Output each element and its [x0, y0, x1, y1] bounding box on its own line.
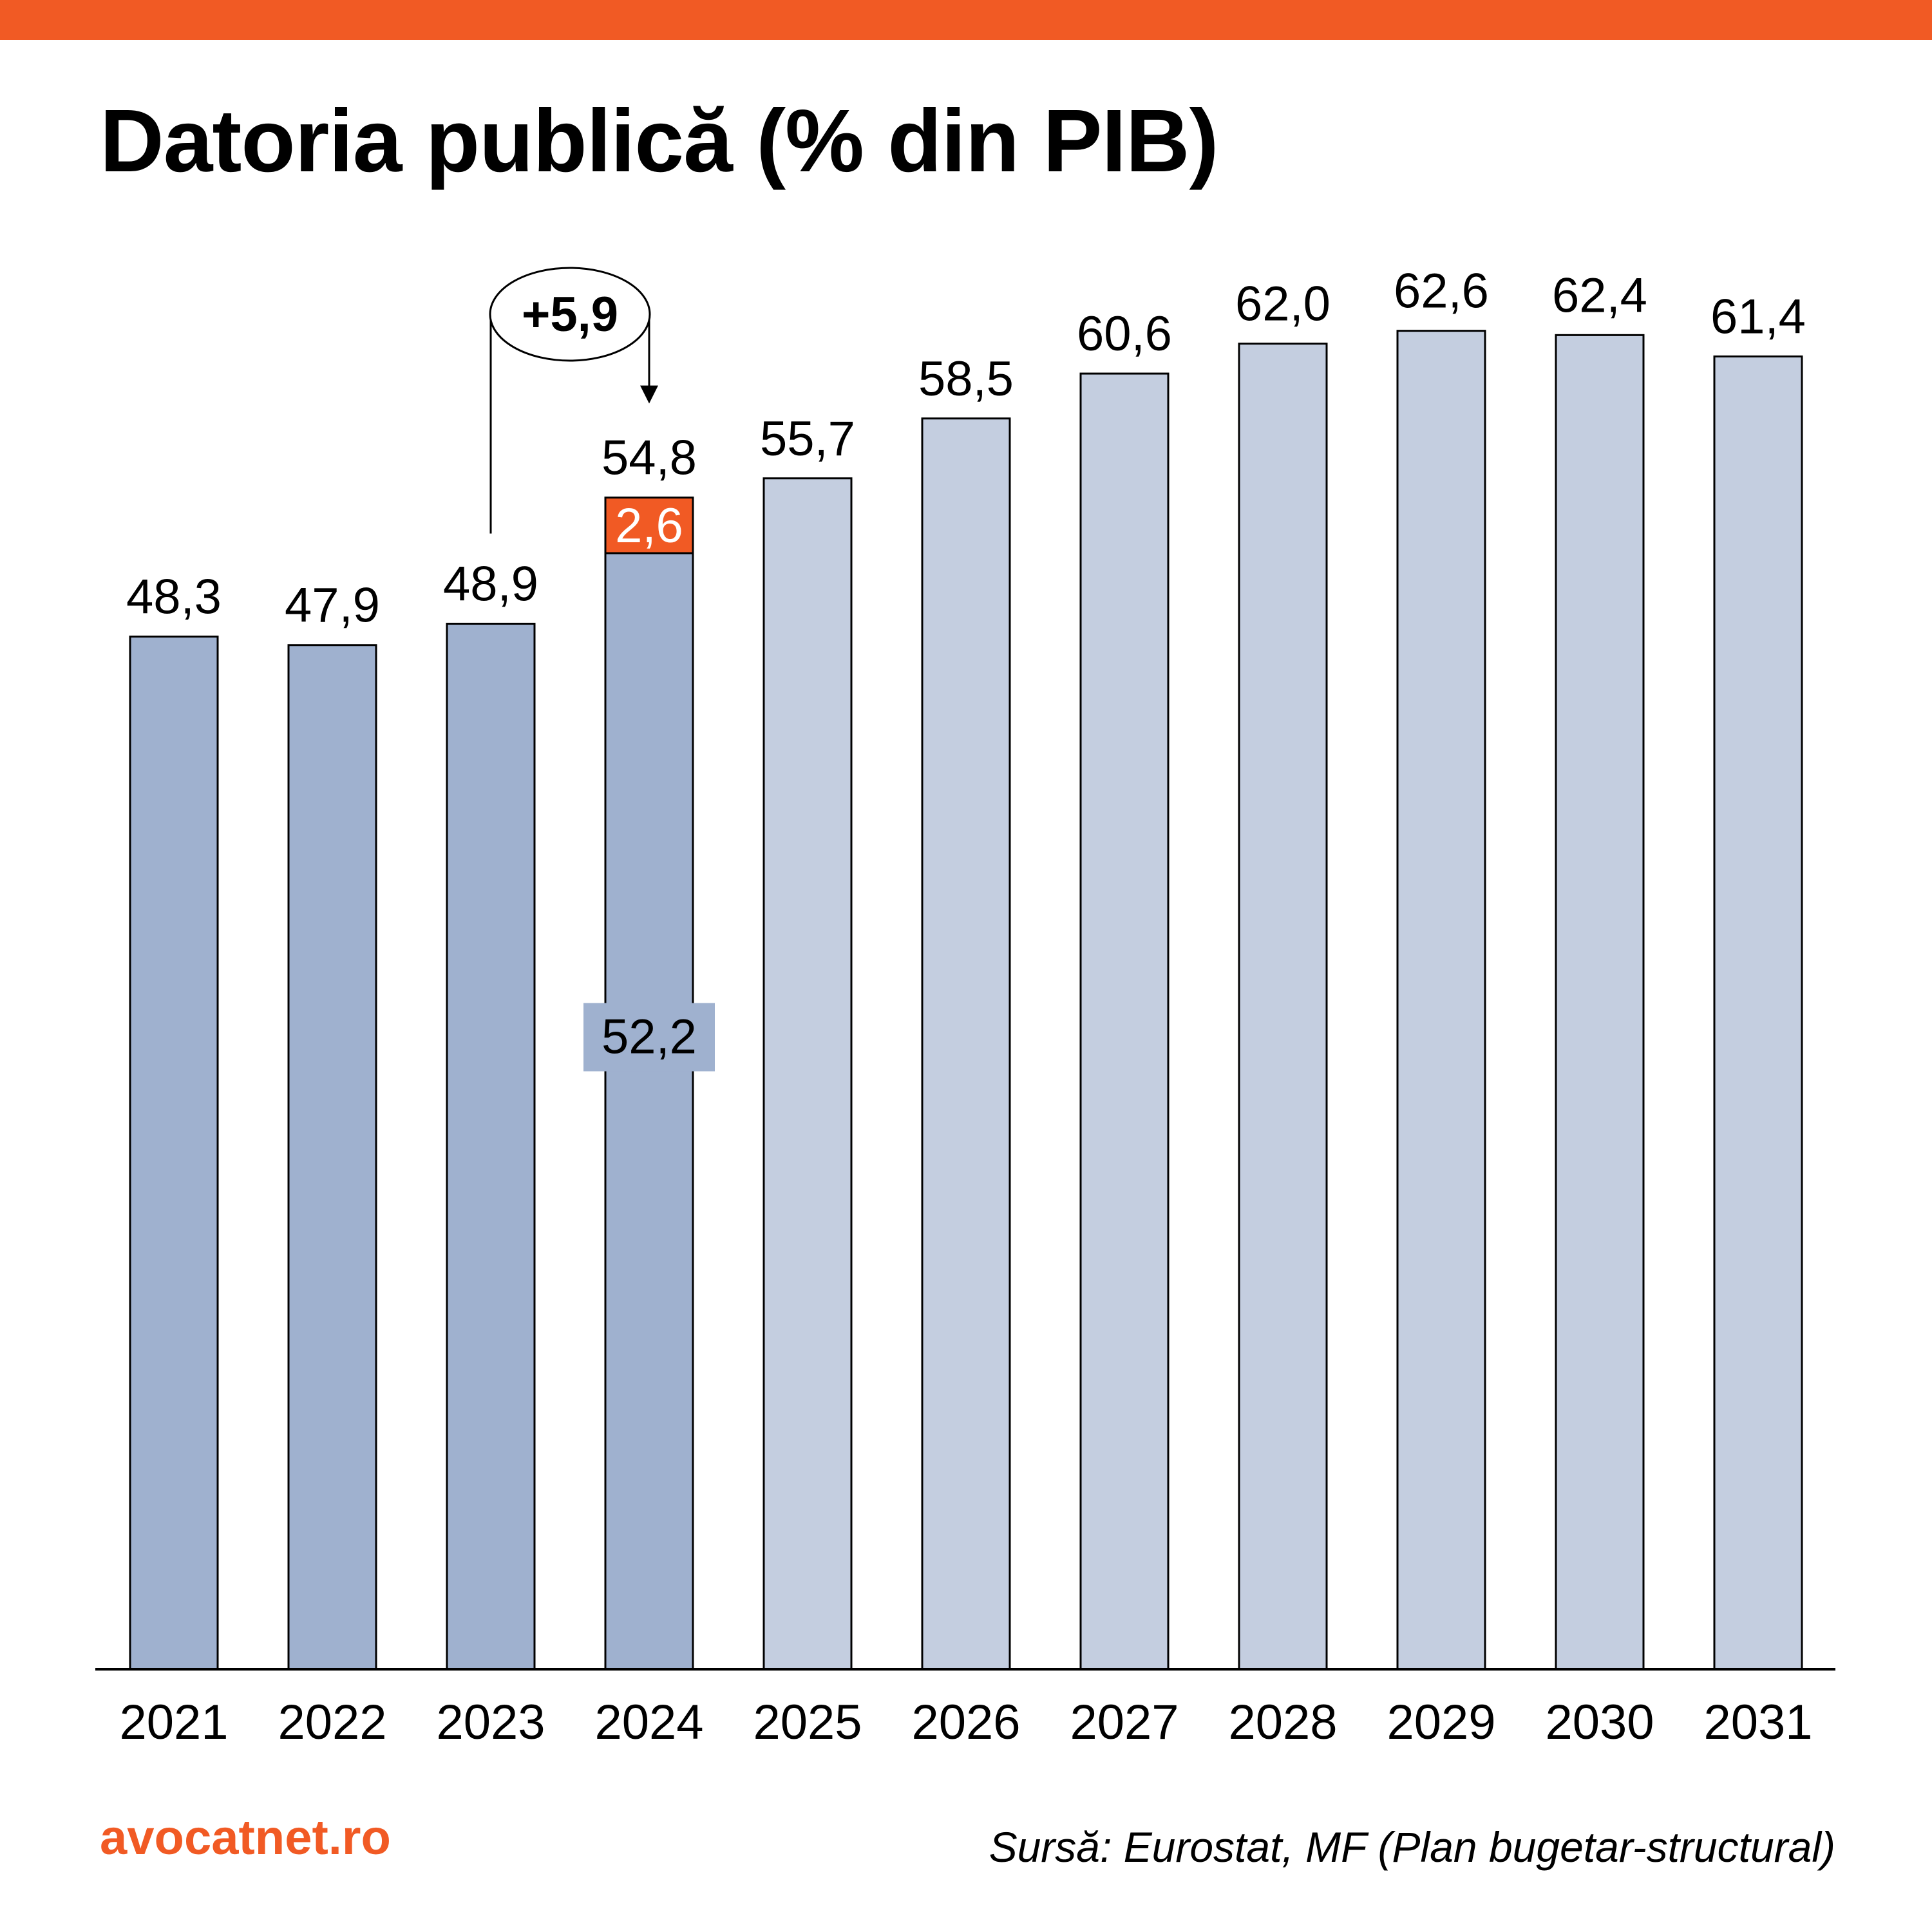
x-tick-label-2030: 2030: [1545, 1695, 1654, 1750]
value-label-2025: 55,7: [760, 412, 855, 466]
bar-2031: [1713, 355, 1803, 1671]
bar-2029: [1396, 330, 1486, 1671]
brand-logo-text: avocatnet.ro: [100, 1810, 391, 1865]
bar-2028: [1238, 343, 1328, 1671]
bar-2025: [762, 477, 853, 1671]
bar-2024-increase: [604, 497, 694, 554]
x-tick-label-2023: 2023: [436, 1695, 545, 1750]
bar-2024-base-label-box: [583, 1003, 715, 1072]
x-tick-label-2027: 2027: [1070, 1695, 1179, 1750]
value-label-2026: 58,5: [918, 352, 1014, 406]
value-label-2024: 54,8: [601, 431, 697, 486]
bar-2024-base-label: 52,2: [601, 1009, 697, 1064]
x-tick-label-2028: 2028: [1228, 1695, 1337, 1750]
value-label-2022: 47,9: [285, 578, 380, 633]
value-label-2023: 48,9: [443, 557, 538, 612]
x-tick-label-2022: 2022: [278, 1695, 386, 1750]
annotation-label: +5,9: [522, 287, 618, 342]
annotation-bubble: [489, 267, 651, 362]
bar-2030: [1555, 334, 1645, 1671]
x-tick-label-2021: 2021: [119, 1695, 228, 1750]
source-note: Sursă: Eurostat, MF (Plan bugetar-struct…: [989, 1823, 1835, 1871]
x-tick-label-2031: 2031: [1703, 1695, 1812, 1750]
value-label-2030: 62,4: [1552, 268, 1647, 323]
bar-2024-base: [604, 552, 694, 1671]
value-label-2027: 60,6: [1077, 307, 1172, 361]
page-title: Datoria publică (% din PIB): [100, 91, 1218, 191]
bar-2027: [1079, 372, 1170, 1671]
bar-2026: [921, 417, 1011, 1671]
value-label-2021: 48,3: [126, 569, 222, 624]
x-tick-label-2029: 2029: [1387, 1695, 1495, 1750]
bar-2021: [129, 635, 219, 1671]
x-tick-label-2024: 2024: [594, 1695, 703, 1750]
value-label-2028: 62,0: [1235, 277, 1331, 332]
x-tick-label-2025: 2025: [753, 1695, 862, 1750]
bar-2022: [287, 644, 377, 1671]
value-label-2031: 61,4: [1710, 290, 1806, 345]
x-tick-label-2026: 2026: [911, 1695, 1020, 1750]
bar-2023: [446, 623, 536, 1671]
bar-2024-increase-label: 2,6: [615, 498, 683, 553]
annotation-arrowhead: [640, 385, 658, 404]
top-accent-bar: [0, 0, 1932, 40]
value-label-2029: 62,6: [1394, 264, 1489, 319]
